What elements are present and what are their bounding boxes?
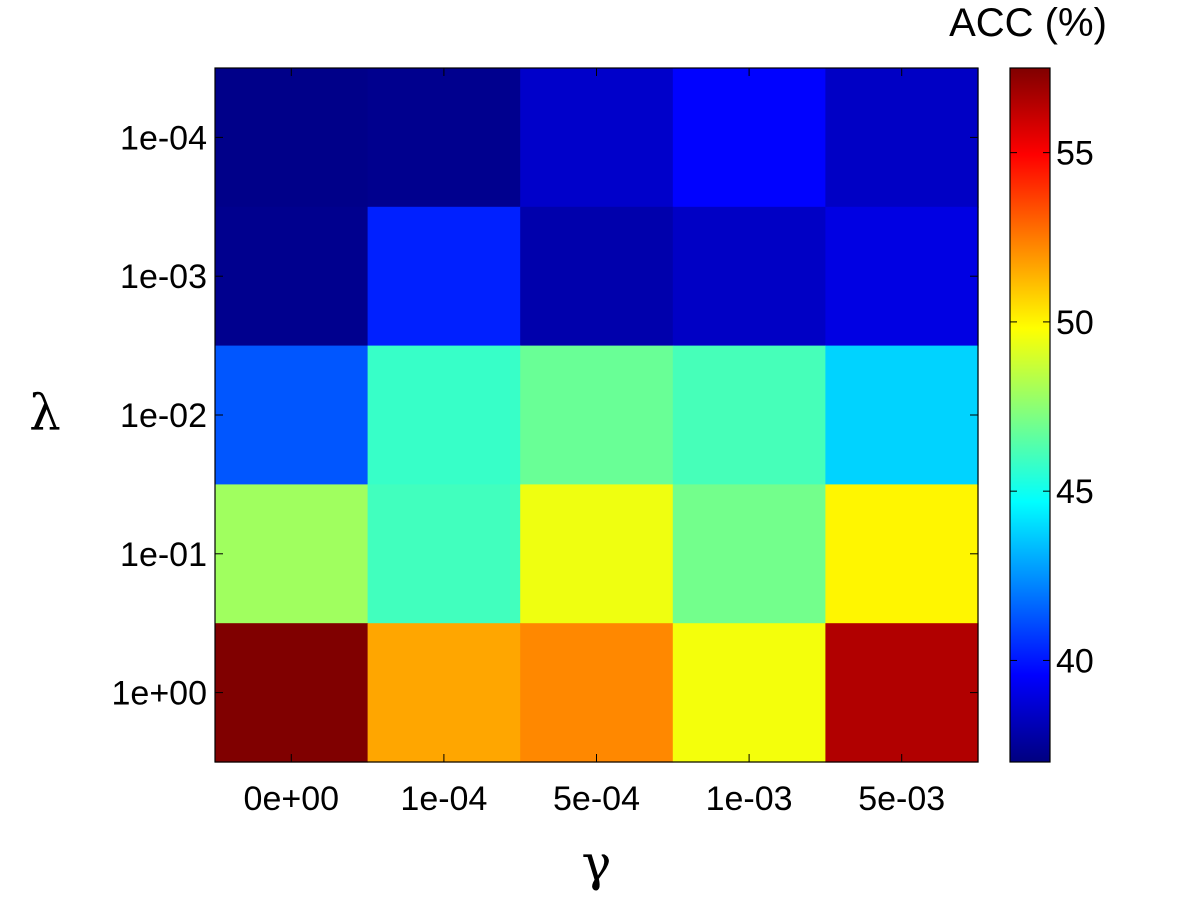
colorbar-ticks: 40 45 50 55 bbox=[1010, 135, 1094, 680]
colorbar-title: ACC (%) bbox=[949, 1, 1107, 45]
heatmap-cell bbox=[672, 623, 826, 763]
heatmap-cell bbox=[520, 345, 674, 485]
colorbar bbox=[1009, 67, 1051, 763]
heatmap-cell bbox=[367, 484, 521, 624]
colorbar-tick-label: 45 bbox=[1056, 473, 1094, 511]
heatmap-cell bbox=[367, 68, 521, 208]
heatmap-cell bbox=[825, 206, 979, 347]
heatmap-cell bbox=[215, 484, 369, 624]
plot-ticks bbox=[215, 68, 978, 762]
heatmap-cell bbox=[520, 623, 674, 763]
x-tick-label: 1e-04 bbox=[400, 780, 487, 818]
heatmap-cell bbox=[825, 345, 979, 485]
heatmap-cell bbox=[215, 206, 369, 347]
x-tick-label: 5e-04 bbox=[553, 780, 640, 818]
heatmap-cell bbox=[215, 68, 369, 208]
heatmap-cell bbox=[215, 345, 369, 485]
x-tick-label: 5e-03 bbox=[858, 780, 945, 818]
heatmap-cell bbox=[672, 484, 826, 624]
x-tick-label: 0e+00 bbox=[244, 780, 340, 818]
x-tick-label: 1e-03 bbox=[706, 780, 793, 818]
heatmap-cell bbox=[672, 206, 826, 347]
y-tick-labels: 1e-04 1e-03 1e-02 1e-01 1e+00 bbox=[112, 119, 208, 712]
colorbar-tick-label: 50 bbox=[1056, 304, 1094, 342]
heatmap-cell bbox=[215, 623, 369, 763]
y-tick-label: 1e-01 bbox=[120, 536, 207, 574]
heatmap-cell bbox=[825, 68, 979, 208]
colorbar-tick-label: 55 bbox=[1056, 135, 1094, 173]
heatmap-cell bbox=[672, 68, 826, 208]
heatmap-cell bbox=[367, 345, 521, 485]
x-axis-label: γ bbox=[582, 834, 612, 892]
y-tick-label: 1e-02 bbox=[120, 397, 207, 435]
heatmap-cell bbox=[520, 206, 674, 347]
x-tick-labels: 0e+00 1e-04 5e-04 1e-03 5e-03 bbox=[244, 780, 946, 818]
y-tick-label: 1e-03 bbox=[120, 258, 207, 296]
y-tick-label: 1e+00 bbox=[112, 675, 208, 713]
heatmap-cell bbox=[520, 484, 674, 624]
heatmap-cell bbox=[367, 623, 521, 763]
heatmap-cell bbox=[825, 623, 979, 763]
heatmap-cell bbox=[367, 206, 521, 347]
heatmap-cell bbox=[520, 68, 674, 208]
y-tick-label: 1e-04 bbox=[120, 119, 207, 157]
heatmap-cells bbox=[215, 68, 979, 763]
y-axis-label: λ bbox=[29, 384, 61, 442]
colorbar-tick-label: 40 bbox=[1056, 642, 1094, 680]
heatmap-cell bbox=[825, 484, 979, 624]
heatmap-cell bbox=[672, 345, 826, 485]
